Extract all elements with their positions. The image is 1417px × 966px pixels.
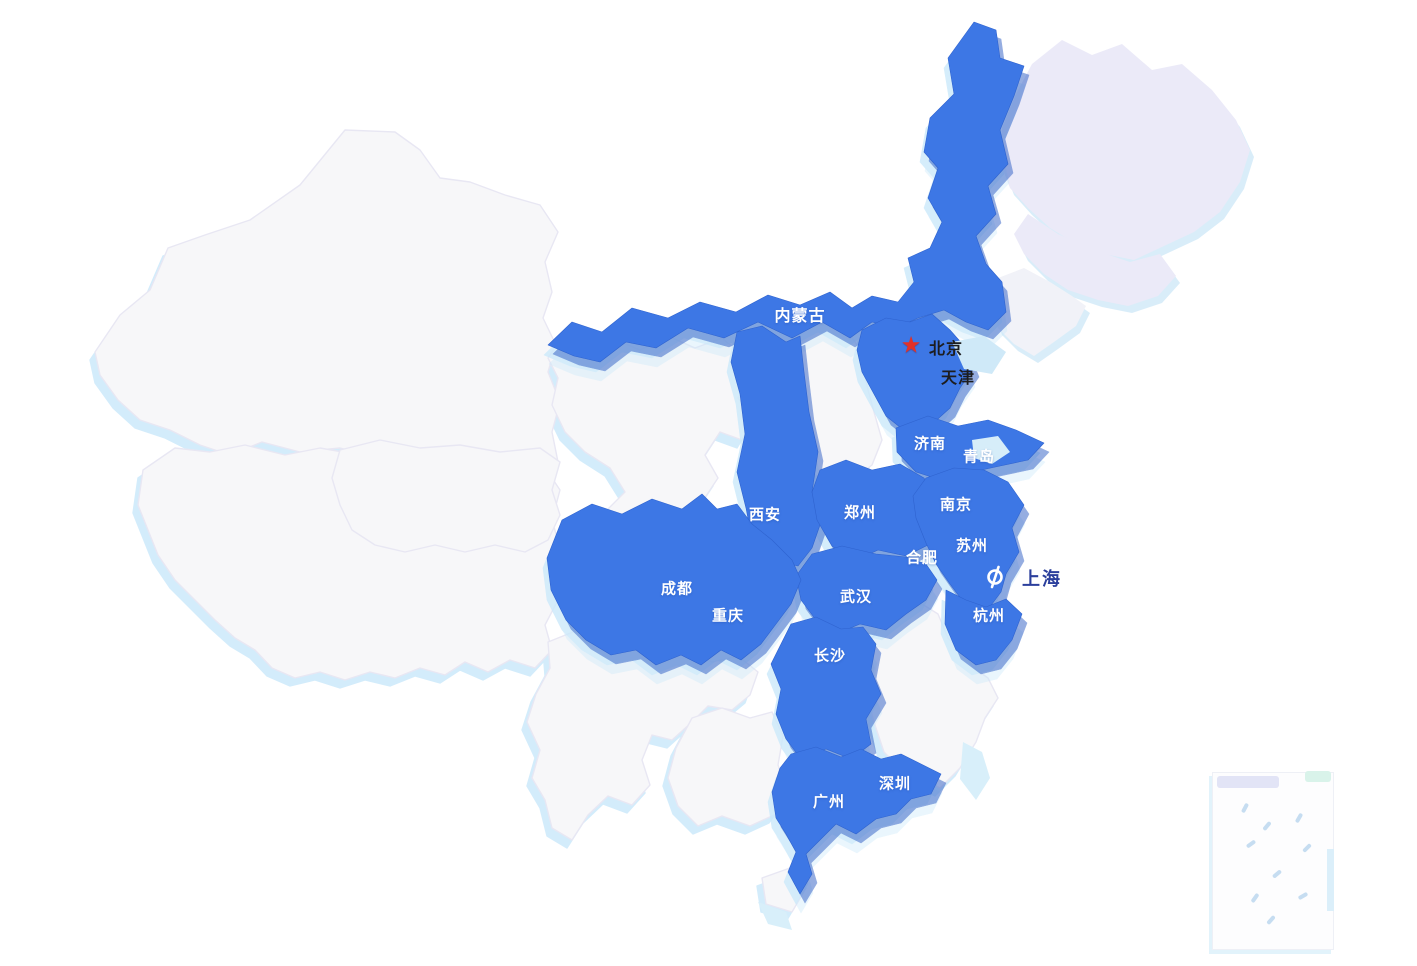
qingdao-shadow <box>972 436 1010 464</box>
hainan-shadow <box>758 902 792 930</box>
region-sichuan-chongqing[interactable] <box>546 493 802 666</box>
inset-lavender-edge <box>1217 776 1279 788</box>
region-guangdong[interactable] <box>771 746 942 895</box>
region-hunan[interactable] <box>770 616 882 760</box>
city-label-qingdao: 青岛 <box>962 448 996 466</box>
inset-island-dash <box>1266 914 1276 926</box>
inset-island-dash <box>1262 820 1272 832</box>
region-zhejiang[interactable] <box>944 589 1023 666</box>
city-label-changsha: 长沙 <box>813 647 847 665</box>
inset-mint-edge <box>1305 771 1331 782</box>
inset-cyan-edge <box>1327 849 1334 911</box>
province-label-neimenggu: 内蒙古 <box>774 308 826 325</box>
region-inner-mongolia[interactable] <box>547 21 1025 363</box>
inset-island-dash <box>1302 843 1312 853</box>
region-xinjiang[interactable] <box>94 129 561 479</box>
city-label-chengdu: 成都 <box>660 580 694 598</box>
port-icon <box>987 565 1003 589</box>
region-hebei-beijing-tianjin[interactable] <box>856 313 975 433</box>
region-shandong[interactable] <box>895 415 1045 482</box>
city-label-nanjing: 南京 <box>939 496 973 514</box>
city-label-shenzhen: 深圳 <box>878 775 912 793</box>
inset-island-dash <box>1297 891 1309 901</box>
city-label-zhengzhou: 郑州 <box>843 504 877 522</box>
highlighted-provinces <box>546 21 1045 895</box>
northeast-provinces <box>990 40 1250 356</box>
region-heilongjiang[interactable] <box>1000 40 1250 260</box>
region-taiwan[interactable] <box>960 742 990 800</box>
city-label-jinan: 济南 <box>913 435 947 453</box>
inset-island-dash <box>1250 892 1260 904</box>
city-label-wuhan: 武汉 <box>839 588 873 606</box>
city-label-chongqing: 重庆 <box>711 607 745 625</box>
inset-island-dash <box>1245 839 1257 849</box>
city-label-shanghai: 上海 <box>1022 569 1062 589</box>
region-jilin[interactable] <box>1014 214 1176 306</box>
city-label-beijing: 北京 <box>928 341 964 358</box>
city-label-xian: 西安 <box>748 506 782 524</box>
bohai-shadow <box>952 336 1006 374</box>
city-label-hangzhou: 杭州 <box>972 607 1006 625</box>
region-hubei[interactable] <box>795 545 938 635</box>
star-icon: ★ <box>900 331 922 358</box>
sea-accents <box>758 336 1010 930</box>
inset-island-dash <box>1240 802 1250 814</box>
city-label-guangzhou: 广州 <box>812 793 846 811</box>
south-china-sea-inset <box>1212 771 1334 950</box>
city-label-tianjin: 天津 <box>940 370 976 387</box>
city-label-suzhou: 苏州 <box>955 537 989 555</box>
region-liaoning[interactable] <box>990 268 1086 356</box>
inset-island-dash <box>1271 869 1283 879</box>
region-qinghai[interactable] <box>331 439 561 553</box>
region-guangxi[interactable] <box>667 707 789 827</box>
inset-island-dash <box>1294 812 1304 824</box>
region-shaanxi[interactable] <box>730 325 822 567</box>
city-label-hefei: 合肥 <box>905 549 939 567</box>
